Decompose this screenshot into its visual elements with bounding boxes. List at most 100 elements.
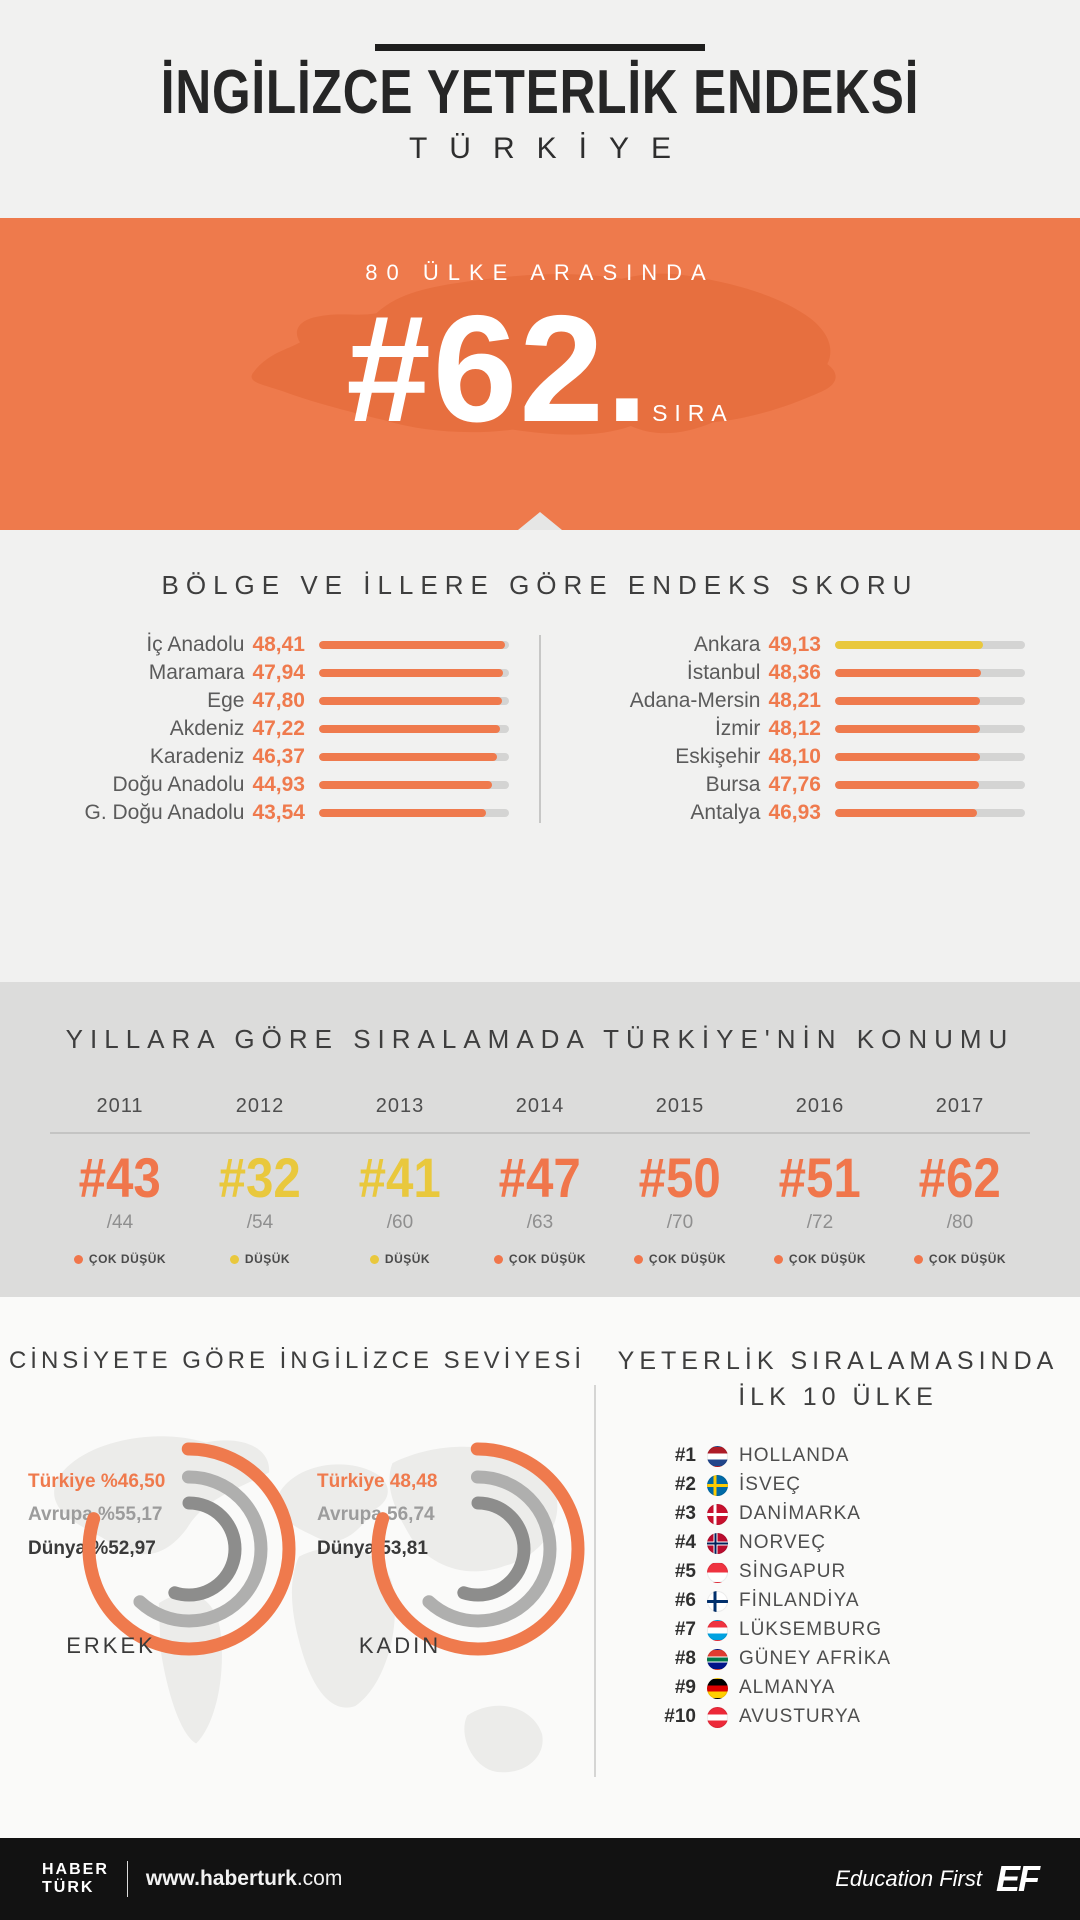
year-level: ÇOK DÜŞÜK	[610, 1252, 750, 1266]
gauge-arcs	[82, 1442, 296, 1656]
top10-rank: #3	[674, 1503, 696, 1524]
year-total: /80	[946, 1212, 974, 1233]
gauge-arc	[82, 1442, 296, 1656]
level-label: ÇOK DÜŞÜK	[788, 1252, 867, 1266]
level-dot	[633, 1254, 643, 1264]
top10-country: GÜNEY AFRİKA	[739, 1648, 892, 1669]
haberturk-logo: HABER TÜRK	[42, 1861, 109, 1896]
bar-value: 46,93	[768, 801, 821, 824]
rank-context: 80 ÜLKE ARASINDA	[365, 260, 715, 285]
year-rank-wrap: #62	[890, 1134, 1030, 1206]
region-scores-chart: İç Anadolu 48,41 Maramara 47,94 Ege 47,80 Akde…	[0, 633, 1080, 825]
bar-track	[319, 809, 509, 817]
level-label: ÇOK DÜŞÜK	[648, 1252, 727, 1266]
dk-flag-icon	[707, 1503, 728, 1525]
bar-label: Ege 47,80	[55, 689, 305, 713]
bar-row: İzmir 48,12	[571, 717, 1025, 741]
top10-rank: #8	[674, 1648, 696, 1669]
bar-label: Ankara 49,13	[571, 633, 821, 657]
bar-track	[835, 753, 1025, 761]
bar-label: Antalya 46,93	[571, 801, 821, 825]
bar-name: Akdeniz	[169, 717, 245, 740]
year-label: 2012	[190, 1095, 330, 1134]
level-label: ÇOK DÜŞÜK	[928, 1252, 1007, 1266]
level-dot	[229, 1254, 239, 1264]
city-bars-column: Ankara 49,13 İstanbul 48,36 Adana-Mersin 48,2…	[571, 633, 1025, 825]
top10-title: YETERLİK SIRALAMASINDA İLK 10 ÜLKE	[596, 1343, 1080, 1416]
hero-content: 80 ÜLKE ARASINDA #62. SIRA	[0, 218, 1080, 457]
top10-rank: #2	[674, 1474, 696, 1495]
gender-title: CİNSİYETE GÖRE İNGİLİZCE SEVİYESİ	[8, 1347, 586, 1374]
rank-hero: 80 ÜLKE ARASINDA #62. SIRA	[0, 218, 1080, 530]
header-rule	[375, 44, 705, 51]
site-url-bold: www.haberturk	[145, 1867, 297, 1890]
hero-notch	[518, 512, 562, 530]
bar-fill	[319, 641, 505, 649]
bar-name: Ankara	[693, 633, 761, 656]
de-flag-icon	[707, 1677, 728, 1699]
site-url-rest: .com	[296, 1867, 343, 1890]
bar-value: 48,41	[252, 633, 305, 656]
bar-track	[835, 809, 1025, 817]
top10-country: DANİMARKA	[739, 1503, 861, 1524]
bar-name: Doğu Anadolu	[112, 773, 245, 796]
yearly-rank-section: YILLARA GÖRE SIRALAMADA TÜRKİYE'NİN KONU…	[0, 982, 1080, 1297]
fi-flag-icon	[707, 1590, 728, 1612]
bar-name: Adana-Mersin	[629, 689, 761, 712]
bottom-section: CİNSİYETE GÖRE İNGİLİZCE SEVİYESİ Türkiy…	[0, 1297, 1080, 1838]
rank-suffix: SIRA	[652, 400, 734, 426]
bar-row: İstanbul 48,36	[571, 661, 1025, 684]
bar-fill	[835, 697, 981, 705]
footer: HABER TÜRK www.haberturk.com Education F…	[0, 1838, 1080, 1920]
page-subtitle: TÜRKİYE	[408, 132, 694, 166]
top10-rank: #6	[674, 1590, 696, 1611]
bar-fill	[835, 781, 980, 789]
year-total: /44	[106, 1212, 134, 1233]
level-label: ÇOK DÜŞÜK	[508, 1252, 587, 1266]
top10-row: #2 İSVEÇ	[652, 1474, 1080, 1496]
bar-track	[835, 781, 1025, 789]
bar-label: Maramara 47,94	[55, 661, 305, 685]
bar-label: Karadeniz 46,37	[55, 745, 305, 769]
bar-label: İzmir 48,12	[571, 717, 821, 741]
bar-fill	[835, 753, 980, 761]
gauge-name: KADIN	[358, 1633, 442, 1658]
bar-fill	[319, 809, 487, 817]
region-scores-section: BÖLGE VE İLLERE GÖRE ENDEKS SKORU İç Ana…	[0, 530, 1080, 982]
year-rank-wrap: #41	[330, 1134, 470, 1206]
bar-value: 46,37	[252, 745, 305, 768]
year-level: DÜŞÜK	[190, 1252, 330, 1266]
bar-track	[835, 725, 1025, 733]
year-rank: #41	[358, 1146, 442, 1209]
bar-row: Ege 47,80	[55, 689, 509, 713]
bar-fill	[319, 753, 498, 761]
year-total: /70	[666, 1212, 694, 1233]
bar-name: Karadeniz	[149, 745, 245, 768]
level-label: DÜŞÜK	[384, 1252, 431, 1266]
year-column: 2012 #32/54 DÜŞÜK	[190, 1095, 330, 1266]
bar-row: Eskişehir 48,10	[571, 745, 1025, 769]
nl-flag-icon	[707, 1445, 728, 1467]
footer-brand: Education First EF	[835, 1861, 1040, 1897]
year-rank-wrap: #47	[470, 1134, 610, 1206]
bar-fill	[835, 669, 981, 677]
bar-label: Adana-Mersin 48,21	[571, 689, 821, 713]
bar-value: 49,13	[768, 633, 821, 656]
gauge-label: Avrupa 56,74	[317, 1504, 435, 1526]
year-column: 2016 #51/72 ÇOK DÜŞÜK	[750, 1095, 890, 1266]
bar-name: Bursa	[705, 773, 761, 796]
section-divider	[594, 1385, 596, 1777]
year-column: 2011 #43/44 ÇOK DÜŞÜK	[50, 1095, 190, 1266]
year-level: ÇOK DÜŞÜK	[50, 1252, 190, 1266]
top10-country: HOLLANDA	[739, 1445, 850, 1466]
bar-label: Eskişehir 48,10	[571, 745, 821, 769]
bar-track	[319, 781, 509, 789]
year-rank: #32	[218, 1146, 302, 1209]
bar-fill	[319, 697, 503, 705]
top10-country: LÜKSEMBURG	[739, 1619, 883, 1640]
turkey-map-silhouette	[251, 273, 836, 435]
year-total: /63	[526, 1212, 554, 1233]
top10-country: NORVEÇ	[739, 1532, 826, 1553]
bar-name: Eskişehir	[675, 745, 761, 768]
top10-section: YETERLİK SIRALAMASINDA İLK 10 ÜLKE #1 HOL…	[596, 1297, 1080, 1838]
